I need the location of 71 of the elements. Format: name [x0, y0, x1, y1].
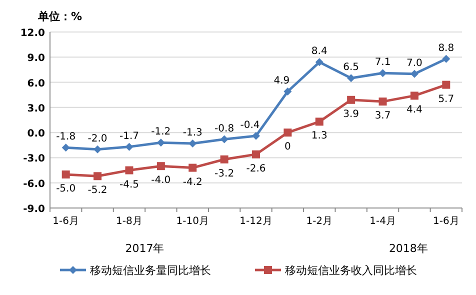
- data-label: 1.3: [311, 130, 328, 142]
- point: [442, 80, 450, 89]
- text: 2018年: [388, 242, 428, 255]
- point: [378, 98, 387, 106]
- point: [378, 69, 387, 78]
- point: [62, 170, 70, 178]
- legend-label: 移动短信业务量同比增长: [90, 264, 211, 277]
- y-tick-label: -3.0: [23, 154, 46, 165]
- y-tick-label: 0.0: [27, 128, 46, 140]
- x-tick-label: 1-4月: [370, 216, 396, 227]
- y-tick-label: 9.0: [27, 53, 46, 64]
- point: [442, 54, 450, 63]
- data-label: 5.7: [438, 94, 454, 105]
- x-tick-label: 1-10月: [176, 216, 209, 227]
- y-tick-label: 12.0: [20, 28, 46, 39]
- data-label: -0.4: [240, 120, 260, 131]
- point: [410, 92, 418, 100]
- data-label: 7.0: [406, 58, 422, 69]
- data-label: -0.8: [214, 123, 234, 134]
- data-label: -2.0: [88, 133, 108, 144]
- y-axis-title: 单位：%: [37, 10, 82, 23]
- y-tick-label: -6.0: [23, 178, 46, 190]
- data-label: -5.0: [56, 183, 76, 194]
- data-label: 3.7: [374, 110, 391, 122]
- data-label: 7.1: [374, 57, 391, 68]
- data-label: -3.2: [214, 168, 234, 180]
- data-label: 8.8: [438, 42, 454, 54]
- data-label: -1.8: [56, 132, 76, 143]
- data-label: -4.5: [119, 179, 139, 190]
- x-tick-label: 1-2月: [306, 216, 333, 227]
- point: [284, 88, 292, 96]
- x-tick-label: 1-6月: [432, 216, 460, 227]
- point: [284, 128, 292, 137]
- x-tick-label: 1-6月: [52, 216, 80, 227]
- data-label: -2.6: [246, 163, 266, 174]
- y-tick-label: -9.0: [23, 204, 46, 215]
- data-label: -1.3: [182, 127, 202, 138]
- data-label: -4.2: [182, 176, 202, 188]
- data-label: 0: [284, 142, 291, 153]
- point: [347, 74, 356, 82]
- legend-label: 移动短信业务收入同比增长: [285, 264, 417, 277]
- point: [188, 139, 197, 148]
- point: [220, 135, 228, 144]
- point: [94, 172, 102, 180]
- y-tick-label: 6.0: [27, 78, 46, 90]
- point: [156, 138, 165, 147]
- point: [188, 164, 197, 172]
- point: [252, 132, 260, 140]
- data-label: 8.4: [311, 46, 328, 58]
- data-label: 6.5: [343, 62, 360, 74]
- x-tick-label: 1-8月: [116, 216, 142, 227]
- point: [125, 166, 134, 174]
- text: 2017年: [125, 242, 164, 255]
- point: [315, 58, 324, 66]
- data-label: 3.9: [343, 108, 360, 120]
- data-label: -1.7: [119, 130, 139, 142]
- data-label: -1.2: [151, 126, 171, 138]
- data-label: -5.2: [88, 185, 108, 196]
- point: [220, 155, 228, 164]
- data-label: -4.0: [151, 175, 171, 186]
- point: [347, 96, 356, 104]
- point: [252, 150, 260, 158]
- point: [125, 142, 134, 151]
- x-tick-label: 1-12月: [240, 216, 272, 227]
- data-label: 4.4: [406, 104, 422, 116]
- y-tick-label: 3.0: [27, 103, 46, 114]
- point: [62, 144, 70, 152]
- point: [315, 118, 324, 126]
- data-label: 4.9: [274, 76, 290, 87]
- point: [94, 145, 102, 154]
- point: [156, 162, 165, 170]
